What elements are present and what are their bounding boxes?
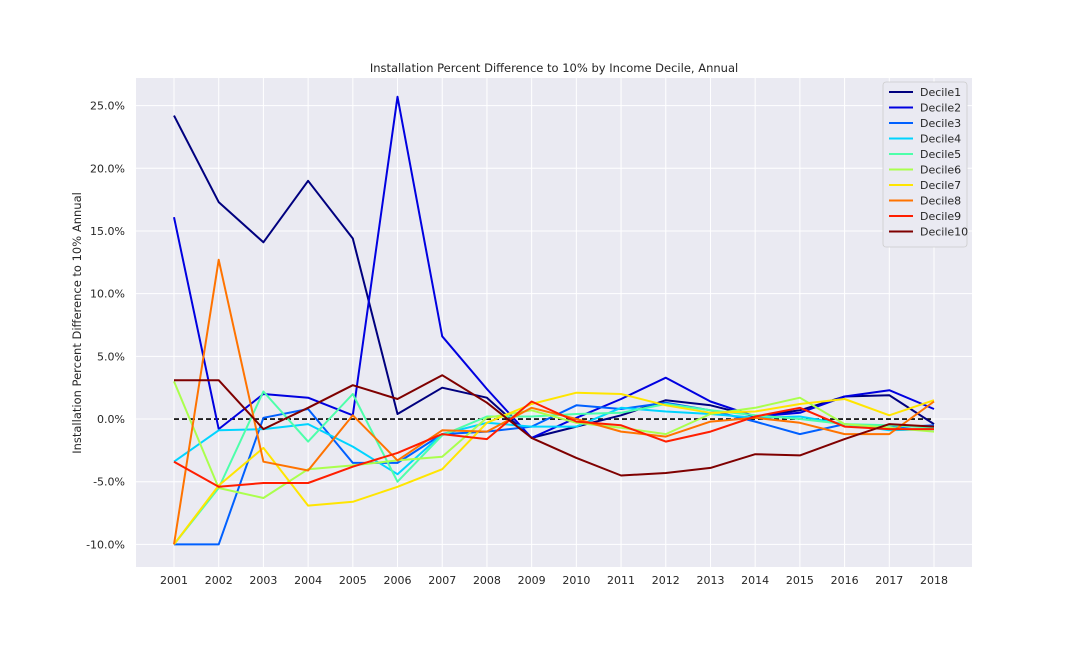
y-tick-label: -10.0% xyxy=(86,538,125,551)
y-tick-label: 10.0% xyxy=(90,288,125,301)
x-tick-label: 2010 xyxy=(562,574,590,587)
grid xyxy=(136,78,972,567)
legend-label: Decile10 xyxy=(920,226,968,239)
x-tick-label: 2005 xyxy=(339,574,367,587)
series-line-decile1 xyxy=(173,115,935,439)
series-line-decile5 xyxy=(173,390,935,546)
x-tick-label: 2018 xyxy=(920,574,948,587)
x-tick-label: 2008 xyxy=(473,574,501,587)
y-axis-label: Installation Percent Difference to 10% A… xyxy=(70,192,84,454)
legend-label: Decile2 xyxy=(920,102,961,115)
x-tick-label: 2001 xyxy=(160,574,188,587)
y-tick-label: 25.0% xyxy=(90,100,125,113)
x-tick-labels: 2001 2002 2003 2004 2005 2006 2007 2008 2009 2010… xyxy=(160,574,948,587)
x-tick-label: 2013 xyxy=(696,574,724,587)
x-tick-label: 2007 xyxy=(428,574,456,587)
x-tick-label: 2014 xyxy=(741,574,769,587)
legend-label: Decile4 xyxy=(920,133,961,146)
x-tick-label: 2009 xyxy=(518,574,546,587)
legend-label: Decile6 xyxy=(920,164,961,177)
x-tick-label: 2003 xyxy=(249,574,277,587)
series-lines xyxy=(173,95,935,546)
series-line-decile9 xyxy=(173,400,934,488)
series-line-decile4 xyxy=(173,406,935,476)
series-line-decile8 xyxy=(173,258,935,545)
plot-background xyxy=(136,78,972,567)
legend-label: Decile3 xyxy=(920,117,961,130)
x-tick-label: 2002 xyxy=(205,574,233,587)
series-line-decile10 xyxy=(174,374,935,477)
x-tick-label: 2017 xyxy=(875,574,903,587)
x-tick-label: 2006 xyxy=(384,574,412,587)
chart-title: Installation Percent Difference to 10% b… xyxy=(370,61,738,75)
x-tick-label: 2016 xyxy=(831,574,859,587)
y-tick-labels: -10.0% -5.0% 0.0% 5.0% 10.0% 15.0% 20.0% 25.0% xyxy=(86,100,125,552)
y-tick-label: 0.0% xyxy=(97,413,125,426)
x-tick-label: 2015 xyxy=(786,574,814,587)
legend-label: Decile9 xyxy=(920,210,961,223)
legend-label: Decile5 xyxy=(920,148,961,161)
x-tick-label: 2011 xyxy=(607,574,635,587)
x-tick-label: 2012 xyxy=(652,574,680,587)
series-line-decile7 xyxy=(173,391,935,546)
legend-label: Decile7 xyxy=(920,179,961,192)
y-tick-label: 5.0% xyxy=(97,350,125,363)
x-tick-label: 2004 xyxy=(294,574,322,587)
legend-label: Decile8 xyxy=(920,195,961,208)
y-tick-label: 15.0% xyxy=(90,225,125,238)
legend: Decile1 Decile2 Decile3 Decile4 Decile5 Decil… xyxy=(882,81,968,248)
series-line-decile6 xyxy=(173,381,935,499)
y-tick-label: -5.0% xyxy=(93,476,125,489)
y-tick-label: 20.0% xyxy=(90,162,125,175)
legend-label: Decile1 xyxy=(920,86,961,99)
